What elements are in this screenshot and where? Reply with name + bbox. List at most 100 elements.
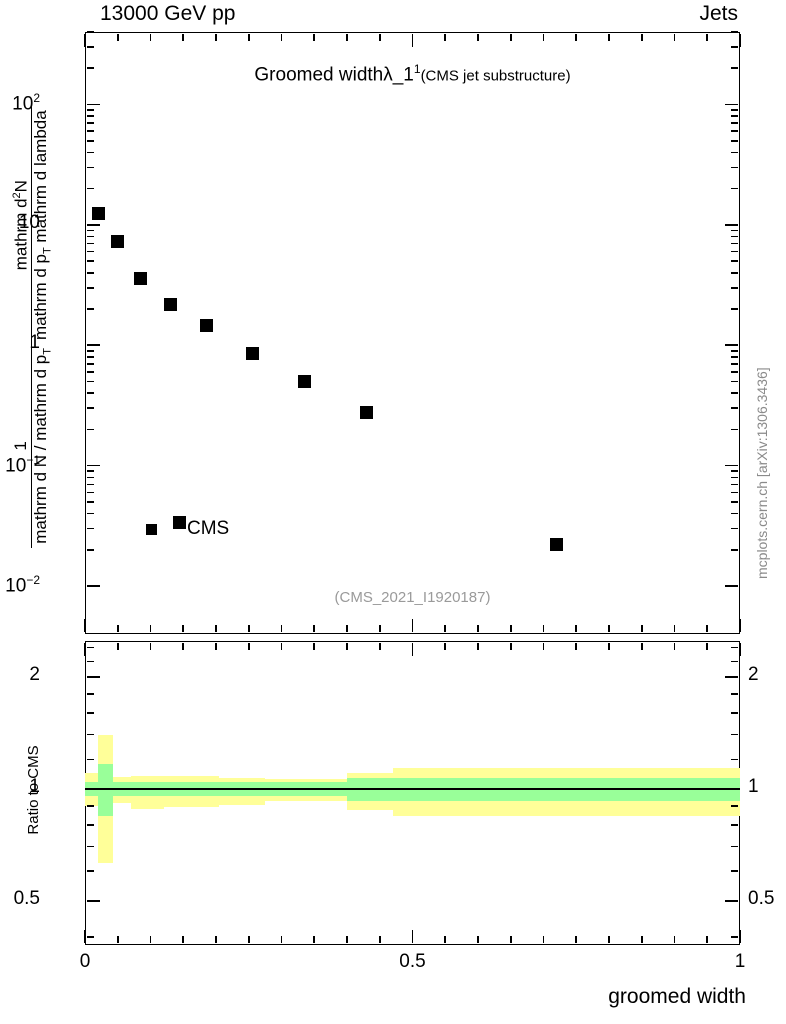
axis-tick: [673, 642, 676, 650]
axis-tick: [149, 33, 152, 41]
axis-tick: [731, 693, 739, 695]
ratio-y-tick-label-left: 1: [29, 775, 40, 797]
axis-tick: [731, 549, 739, 551]
axis-tick: [86, 392, 94, 394]
axis-tick: [280, 625, 283, 633]
axis-tick: [86, 115, 94, 117]
axis-tick: [84, 642, 86, 656]
axis-tick: [731, 483, 739, 486]
x-axis-label: groomed width: [608, 985, 746, 1008]
axis-tick: [86, 235, 94, 238]
axis-tick: [731, 151, 739, 154]
axis-tick: [725, 899, 739, 902]
axis-tick: [444, 936, 447, 944]
ratio-reference-line: [85, 788, 740, 790]
x-axis-tick-label: 1: [734, 951, 746, 972]
axis-tick: [739, 33, 741, 47]
axis-tick: [346, 625, 348, 633]
axis-tick: [706, 936, 709, 944]
axis-tick: [116, 936, 119, 944]
axis-tick: [509, 625, 512, 633]
axis-tick: [86, 476, 94, 479]
data-point-marker: [297, 375, 311, 389]
axis-tick: [86, 733, 94, 736]
axis-tick: [182, 642, 185, 650]
axis-tick: [731, 476, 739, 479]
axis-tick: [739, 930, 741, 944]
axis-tick: [86, 788, 100, 790]
axis-tick: [86, 824, 94, 826]
axis-tick: [86, 139, 94, 142]
axis-tick: [86, 870, 94, 873]
axis-tick: [86, 260, 94, 262]
legend-marker-square-icon: [146, 523, 157, 535]
axis-tick: [731, 166, 739, 169]
axis-tick: [86, 229, 94, 232]
axis-tick: [575, 33, 578, 41]
axis-tick: [86, 349, 94, 352]
axis-tick: [86, 187, 94, 190]
axis-tick: [86, 166, 94, 169]
axis-tick: [731, 187, 739, 190]
axis-tick: [86, 151, 94, 154]
axis-tick: [86, 242, 94, 245]
axis-tick: [731, 824, 739, 826]
axis-tick: [86, 250, 94, 253]
axis-tick: [706, 625, 709, 633]
axis-tick: [731, 115, 739, 117]
beam-energy-label: 13000 GeV pp: [100, 2, 236, 25]
plot-title-superscript: 1: [413, 62, 421, 76]
axis-tick: [575, 642, 578, 650]
analysis-category-label: Jets: [699, 2, 738, 25]
axis-tick: [731, 935, 739, 938]
axis-tick: [84, 33, 86, 47]
y-tick-mantissa: 10: [18, 211, 40, 233]
axis-tick: [86, 758, 94, 761]
axis-tick: [731, 67, 739, 70]
axis-tick: [86, 464, 100, 467]
axis-tick: [640, 936, 643, 944]
axis-tick: [86, 935, 94, 938]
axis-tick: [731, 758, 739, 761]
axis-tick: [86, 109, 94, 111]
axis-tick: [116, 625, 119, 633]
axis-tick: [509, 936, 512, 944]
axis-tick: [86, 356, 94, 358]
axis-tick: [725, 585, 739, 587]
axis-tick: [640, 625, 643, 633]
ratio-y-tick-label-right: 0.5: [748, 887, 775, 909]
axis-tick: [215, 33, 217, 41]
plot-title: Groomed widthλ_11(CMS jet substructure): [85, 62, 740, 86]
axis-tick: [731, 870, 739, 873]
axis-tick: [608, 625, 610, 633]
axis-tick: [149, 642, 152, 650]
axis-tick: [86, 585, 100, 587]
axis-tick: [215, 936, 217, 944]
axis-tick: [725, 103, 739, 106]
axis-tick: [640, 642, 643, 650]
axis-tick: [86, 491, 94, 494]
axis-tick: [706, 642, 709, 650]
axis-tick: [731, 308, 739, 310]
axis-tick: [731, 845, 739, 848]
y-axis-tick-label: 10−2: [5, 573, 40, 597]
axis-tick: [444, 642, 447, 650]
y-axis-tick-label: 102: [12, 91, 40, 115]
axis-tick: [86, 46, 94, 48]
data-point-marker: [550, 538, 564, 552]
axis-tick: [731, 139, 739, 142]
axis-tick: [86, 380, 94, 383]
axis-tick: [86, 527, 94, 530]
data-point-marker: [173, 515, 187, 529]
y-tick-exponent: 2: [33, 91, 40, 106]
axis-tick: [731, 250, 739, 253]
axis-tick: [86, 224, 100, 226]
axis-tick: [731, 491, 739, 494]
axis-tick: [86, 899, 100, 902]
axis-tick: [182, 936, 185, 944]
axis-tick: [731, 527, 739, 530]
axis-tick: [731, 31, 739, 33]
axis-tick: [731, 242, 739, 245]
axis-tick: [86, 512, 94, 515]
axis-tick: [731, 371, 739, 373]
